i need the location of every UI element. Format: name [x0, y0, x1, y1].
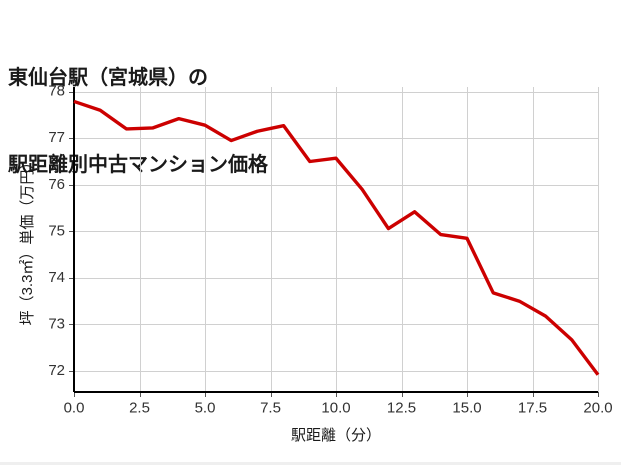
- x-tick-label: 5.0: [195, 399, 216, 416]
- data-line-坪単価: [73, 99, 600, 376]
- bottom-divider: [0, 462, 621, 465]
- y-tick-label: 74: [48, 269, 65, 286]
- x-tick-label: 0.0: [64, 399, 85, 416]
- y-tick-label: 76: [48, 176, 65, 193]
- y-tick-labels: 72 73 74 75 76 77 78: [48, 83, 65, 379]
- x-tick-label: 17.5: [518, 399, 547, 416]
- y-axis-title: 坪（3.3㎡）単価（万円）: [19, 155, 36, 326]
- data-series-group: [73, 99, 600, 376]
- x-tick-labels: 0.0 2.5 5.0 7.5 10.0 12.5 15.0 17.5 20.0: [64, 399, 613, 416]
- x-tick-label: 2.5: [129, 399, 150, 416]
- x-tick-label: 10.0: [321, 399, 350, 416]
- x-tick-label: 12.5: [387, 399, 416, 416]
- y-tick-label: 72: [48, 362, 65, 379]
- axis-spines: [72, 87, 598, 394]
- x-tick-label: 20.0: [583, 399, 612, 416]
- y-tick-label: 77: [48, 129, 65, 146]
- x-tick-label: 15.0: [452, 399, 481, 416]
- y-tick-label: 78: [48, 83, 65, 100]
- title-line-1: 東仙台駅（宮城県）の: [8, 67, 208, 89]
- x-axis-title: 駅距離（分）: [291, 426, 381, 444]
- y-tick-label: 75: [48, 222, 65, 239]
- gridlines: [74, 87, 599, 392]
- y-tick-label: 73: [48, 315, 65, 332]
- x-tick-label: 7.5: [260, 399, 281, 416]
